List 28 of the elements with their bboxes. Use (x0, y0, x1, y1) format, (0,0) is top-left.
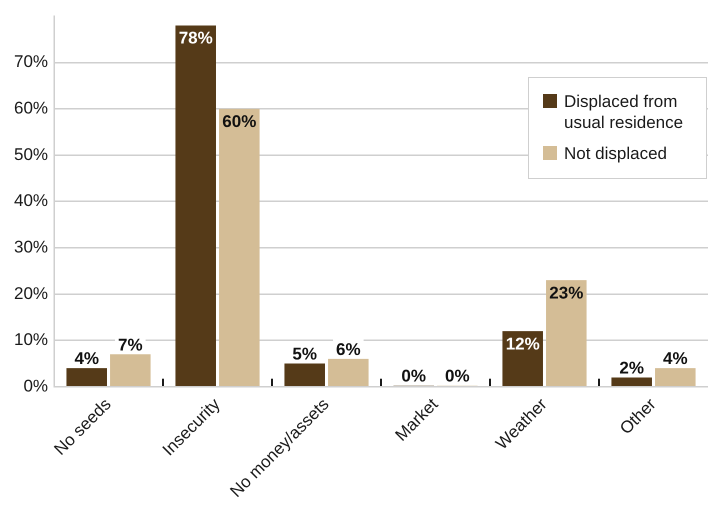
data-label: 4% (74, 349, 100, 368)
data-label: 2% (619, 358, 644, 378)
data-label: 78% (178, 28, 213, 48)
data-label: 12% (506, 334, 540, 354)
data-label: 4% (663, 349, 688, 368)
data-label: 60% (222, 112, 256, 132)
y-tick-label: 50% (14, 144, 48, 164)
bar (502, 331, 543, 386)
legend-label: Displaced from usual residence (564, 91, 684, 133)
data-label: 6% (336, 340, 361, 359)
y-tick-label: 30% (14, 237, 48, 256)
data-label: 23% (549, 283, 584, 302)
bar (546, 280, 587, 386)
bar (110, 354, 151, 386)
data-label: 0% (401, 366, 426, 386)
legend-label: Not displaced (564, 143, 668, 164)
y-tick-label: 60% (14, 98, 48, 118)
bar (328, 358, 369, 386)
data-label: 5% (292, 344, 318, 364)
y-tick-label: 40% (14, 191, 48, 210)
data-label: 7% (118, 335, 143, 354)
y-tick-label: 10% (14, 330, 48, 350)
bar (219, 108, 260, 386)
y-tick-label: 20% (14, 284, 48, 303)
bar (175, 25, 216, 386)
y-tick-label: 70% (14, 52, 48, 72)
y-tick-label: 0% (23, 376, 48, 396)
data-label: 0% (445, 366, 470, 386)
